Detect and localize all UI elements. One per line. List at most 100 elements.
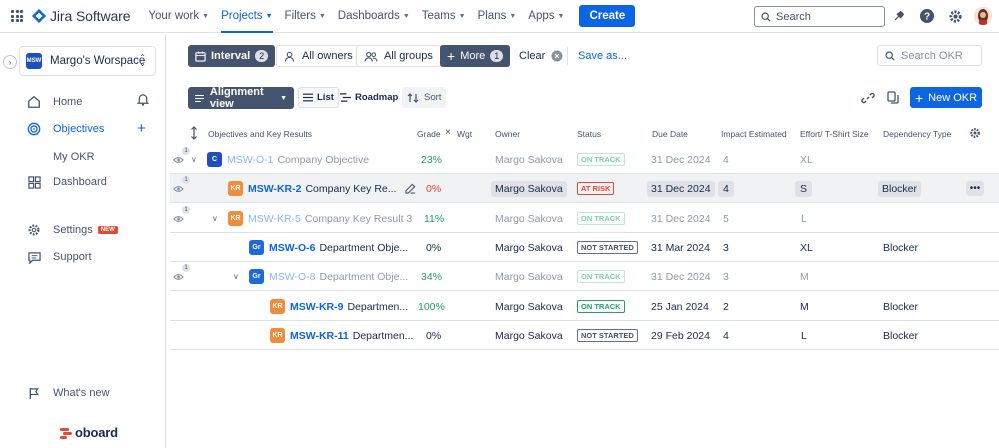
groups-filter-button[interactable]: All groups — [356, 45, 441, 67]
table-row[interactable]: 1 KR MSW-KR-2 Company Key Re... 0% Margo… — [170, 174, 999, 203]
col-wgt[interactable]: Wgt — [457, 129, 473, 139]
list-view-toggle[interactable]: List — [298, 87, 339, 108]
nav-dashboards[interactable]: Dashboards ▼ — [337, 10, 410, 22]
owner-cell[interactable]: Margo Sakova — [495, 270, 563, 283]
dependency-cell[interactable]: Blocker — [883, 300, 919, 313]
col-impact[interactable]: Impact Estimated — [721, 129, 787, 139]
due-date-cell[interactable]: 31 Mar 2024 — [651, 241, 710, 254]
status-cell[interactable]: ON TRACK — [577, 262, 625, 291]
okr-title-cell[interactable]: Gr MSW-O-8 Department Obje... — [249, 262, 408, 291]
effort-cell[interactable]: XL — [800, 153, 813, 166]
dependency-cell[interactable]: Blocker — [883, 241, 919, 254]
due-date-cell[interactable]: 31 Dec 2024 — [647, 174, 715, 203]
eye-icon[interactable]: 1 — [173, 206, 190, 226]
sidebar-item-my-okr[interactable]: My OKR — [53, 151, 95, 163]
grade-cell[interactable]: 0% — [426, 241, 442, 254]
dependency-cell[interactable]: Blocker — [878, 174, 922, 203]
col-close-icon[interactable]: × — [445, 127, 451, 138]
table-row[interactable]: Gr MSW-O-6 Department Obje... 0% Margo S… — [170, 233, 999, 262]
user-avatar[interactable] — [974, 7, 992, 25]
effort-cell[interactable]: S — [795, 174, 813, 203]
col-dependency[interactable]: Dependency Type — [883, 129, 952, 139]
grade-cell[interactable]: 34% — [421, 270, 443, 283]
status-cell[interactable]: AT RISK — [577, 174, 615, 203]
status-cell[interactable]: NOT STARTED — [577, 233, 638, 262]
okr-title-cell[interactable]: C MSW-O-1 Company Objective — [207, 145, 369, 174]
nav-teams[interactable]: Teams ▼ — [421, 10, 466, 22]
table-row[interactable]: 1 ∨ Gr MSW-O-8 Department Obje... 34% Ma… — [170, 262, 999, 291]
help-icon[interactable]: ? — [918, 6, 936, 26]
okr-search-input[interactable]: Search OKR — [877, 45, 982, 66]
owners-filter-button[interactable]: All owners — [276, 45, 361, 67]
col-grade[interactable]: Grade — [417, 129, 441, 139]
eye-icon[interactable]: 1 — [173, 264, 190, 284]
eye-icon[interactable]: 1 — [173, 176, 190, 196]
edit-icon[interactable] — [404, 183, 416, 194]
due-date-cell[interactable]: 29 Feb 2024 — [651, 329, 710, 342]
grade-cell[interactable]: 0% — [426, 329, 442, 342]
col-due-date[interactable]: Due Date — [652, 129, 688, 139]
impact-cell[interactable]: 2 — [723, 300, 729, 313]
col-effort[interactable]: Effort/ T-Shirt Size — [800, 129, 869, 139]
owner-cell[interactable]: Margo Sakova — [491, 174, 567, 203]
copy-icon[interactable] — [883, 87, 903, 109]
impact-cell[interactable]: 3 — [723, 270, 729, 283]
notifications-icon[interactable] — [890, 6, 908, 26]
chevron-down-icon[interactable]: ∨ — [191, 155, 197, 164]
owner-cell[interactable]: Margo Sakova — [495, 153, 563, 166]
due-date-cell[interactable]: 31 Dec 2024 — [651, 153, 711, 166]
sidebar-item-settings[interactable]: Settings NEW — [26, 222, 118, 238]
sidebar-item-objectives[interactable]: Objectives — [26, 121, 104, 137]
owner-cell[interactable]: Margo Sakova — [495, 212, 563, 225]
okr-title-cell[interactable]: KR MSW-KR-2 Company Key Re... — [228, 174, 416, 203]
effort-cell[interactable]: L — [801, 329, 807, 342]
bell-icon[interactable] — [136, 93, 150, 109]
effort-cell[interactable]: M — [800, 270, 809, 283]
view-selector-dropdown[interactable]: Alignment view ▼ — [188, 86, 294, 110]
col-owner[interactable]: Owner — [495, 129, 521, 139]
okr-title-cell[interactable]: Gr MSW-O-6 Department Obje... — [249, 233, 408, 262]
workspace-switcher[interactable]: MSW Margo's Worspace ⌃ ⌄ — [19, 46, 156, 76]
sidebar-item-whats-new[interactable]: What's new — [26, 385, 110, 401]
due-date-cell[interactable]: 31 Dec 2024 — [651, 212, 711, 225]
table-row[interactable]: KR MSW-KR-9 Departmen... 100% Margo Sako… — [170, 292, 999, 321]
expand-collapse-all-icon[interactable] — [190, 126, 198, 142]
nav-plans[interactable]: Plans ▼ — [477, 10, 517, 22]
effort-cell[interactable]: L — [801, 212, 807, 225]
new-okr-button[interactable]: + New OKR — [910, 87, 982, 108]
add-objective-icon[interactable]: + — [137, 120, 146, 137]
create-button[interactable]: Create — [579, 5, 636, 27]
impact-cell[interactable]: 4 — [718, 174, 734, 203]
impact-cell[interactable]: 3 — [723, 241, 729, 254]
owner-cell[interactable]: Margo Sakova — [495, 300, 563, 313]
jira-logo[interactable]: Jira Software — [32, 8, 131, 24]
sidebar-item-support[interactable]: Support — [26, 249, 92, 265]
sort-button[interactable]: Sort — [402, 87, 447, 108]
nav-projects[interactable]: Projects ▼ — [215, 0, 278, 33]
grade-cell[interactable]: 0% — [426, 182, 442, 195]
nav-apps[interactable]: Apps ▼ — [528, 10, 565, 22]
owner-cell[interactable]: Margo Sakova — [495, 241, 563, 254]
table-row[interactable]: KR MSW-KR-11 Departmen... 0% Margo Sakov… — [170, 321, 999, 350]
nav-your-work[interactable]: Your work ▼ — [148, 10, 210, 22]
eye-icon[interactable]: 1 — [173, 147, 190, 167]
table-row[interactable]: 1 ∨ KR MSW-KR-5 Company Key Result 3 11%… — [170, 204, 999, 233]
okr-title-cell[interactable]: KR MSW-KR-11 Departmen... — [270, 321, 413, 350]
grade-cell[interactable]: 100% — [418, 300, 445, 313]
nav-filters[interactable]: Filters ▼ — [284, 10, 326, 22]
settings-gear-icon[interactable] — [946, 6, 964, 26]
chevron-down-icon[interactable]: ∨ — [212, 214, 218, 223]
chevron-down-icon[interactable]: ∨ — [233, 272, 239, 281]
more-actions-button[interactable]: ••• — [966, 181, 984, 196]
effort-cell[interactable]: M — [800, 300, 809, 313]
interval-filter-button[interactable]: Interval 2 — [188, 45, 276, 67]
global-search-input[interactable]: Search — [754, 6, 885, 27]
roadmap-view-toggle[interactable]: Roadmap — [336, 87, 402, 108]
impact-cell[interactable]: 4 — [723, 153, 729, 166]
app-switcher-icon[interactable] — [11, 10, 23, 22]
due-date-cell[interactable]: 31 Dec 2024 — [651, 270, 711, 283]
col-status[interactable]: Status — [577, 129, 602, 139]
clear-filters-button[interactable]: Clear — [512, 45, 570, 67]
sidebar-item-dashboard[interactable]: Dashboard — [26, 174, 107, 190]
impact-cell[interactable]: 5 — [723, 212, 729, 225]
